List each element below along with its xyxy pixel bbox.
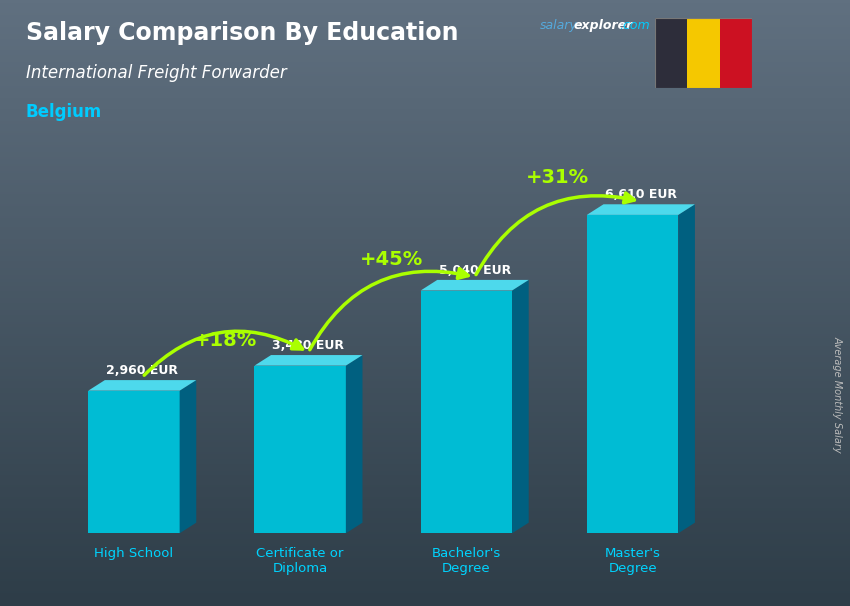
Text: International Freight Forwarder: International Freight Forwarder [26, 64, 286, 82]
Text: Average Monthly Salary: Average Monthly Salary [832, 336, 842, 452]
Text: 6,610 EUR: 6,610 EUR [605, 188, 677, 201]
Bar [654, 18, 687, 88]
Text: .com: .com [619, 19, 649, 32]
Text: 5,040 EUR: 5,040 EUR [439, 264, 511, 277]
Polygon shape [586, 204, 695, 215]
Polygon shape [346, 355, 362, 533]
Polygon shape [512, 280, 529, 533]
Polygon shape [421, 280, 529, 290]
Text: Salary Comparison By Education: Salary Comparison By Education [26, 21, 458, 45]
Polygon shape [678, 204, 695, 533]
Text: +31%: +31% [526, 168, 589, 187]
Bar [421, 290, 512, 533]
Text: +45%: +45% [360, 250, 423, 268]
Polygon shape [88, 380, 196, 391]
Bar [720, 18, 752, 88]
Text: explorer: explorer [574, 19, 633, 32]
Text: Belgium: Belgium [26, 103, 102, 121]
Bar [254, 365, 346, 533]
Text: +18%: +18% [194, 331, 257, 350]
Text: 3,480 EUR: 3,480 EUR [273, 339, 344, 352]
Text: salary: salary [540, 19, 577, 32]
Polygon shape [254, 355, 362, 365]
Polygon shape [179, 380, 196, 533]
Bar [88, 391, 179, 533]
Text: 2,960 EUR: 2,960 EUR [106, 364, 178, 377]
Bar [687, 18, 720, 88]
Bar [586, 215, 678, 533]
